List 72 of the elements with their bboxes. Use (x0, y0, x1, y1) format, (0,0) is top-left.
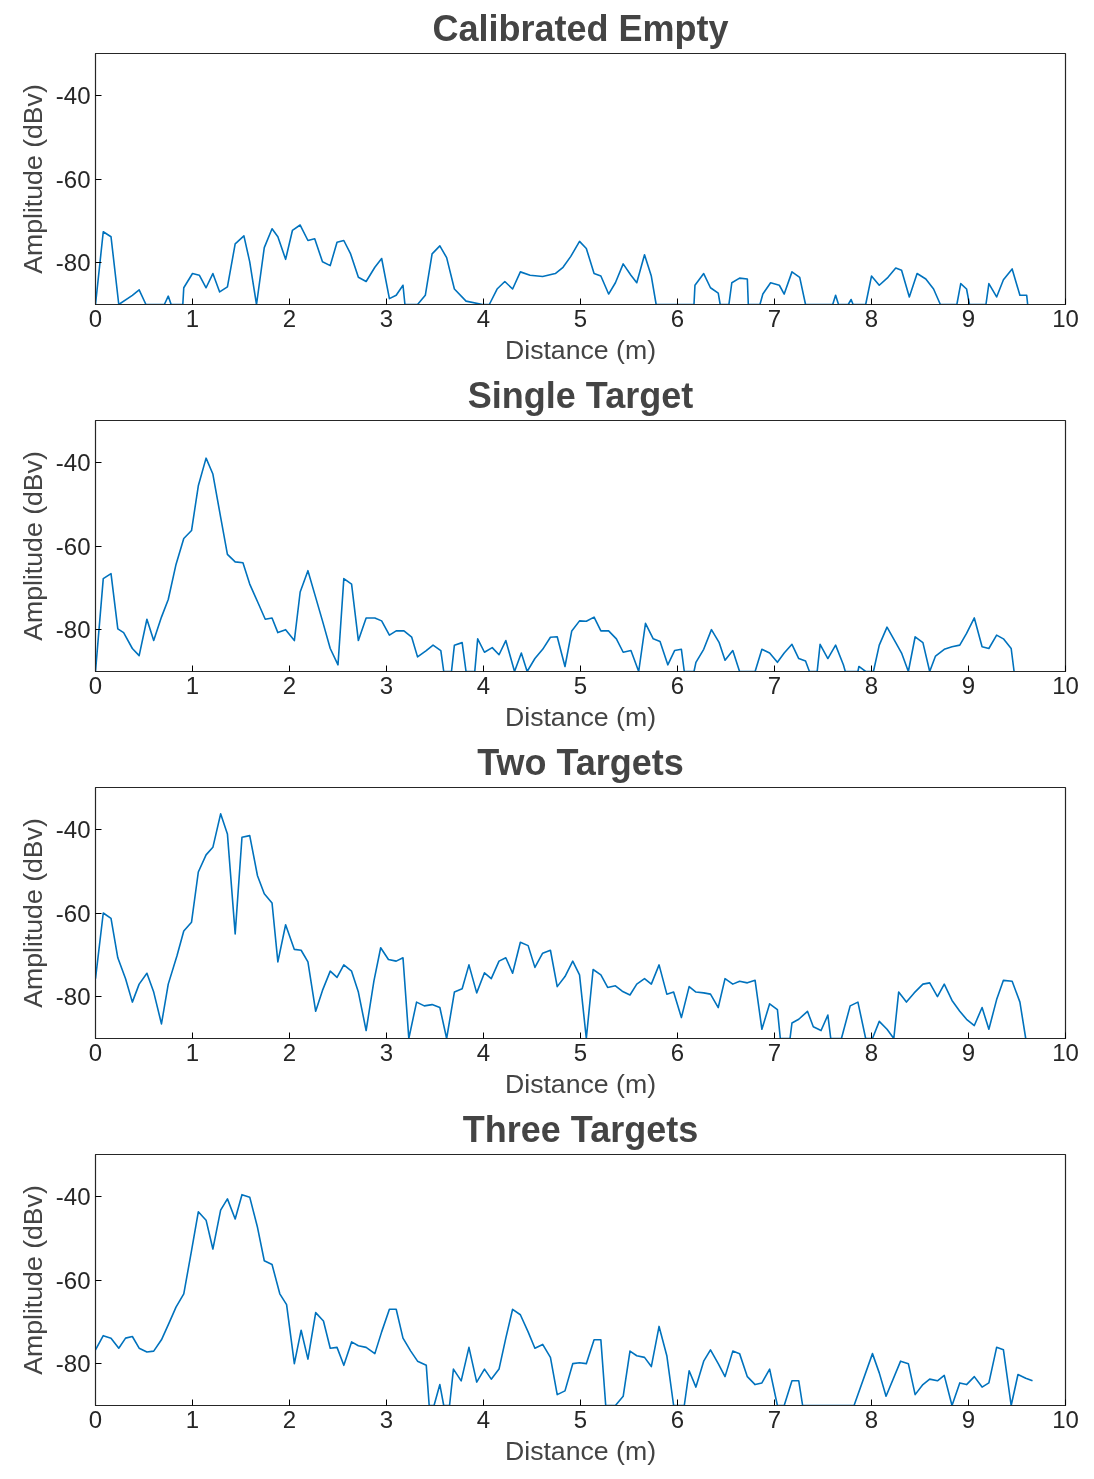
y-tick-label: -60 (55, 532, 91, 560)
y-tick-label: -40 (55, 448, 91, 476)
x-tick-label: 2 (282, 671, 297, 699)
x-tick-label: 8 (864, 671, 879, 699)
x-tick-label: 9 (961, 1038, 976, 1066)
x-tick-label: 0 (88, 1038, 103, 1066)
x-tick-label: 3 (379, 304, 394, 332)
x-tick-label: 7 (767, 671, 782, 699)
line-series (95, 1193, 1034, 1406)
chart-title: Three Targets (462, 1108, 699, 1150)
y-tick-label: -40 (55, 1182, 91, 1210)
x-tick-label: 4 (476, 1038, 491, 1066)
y-axis-title: Amplitude (dBv) (17, 451, 48, 641)
x-tick-label: 3 (379, 1038, 394, 1066)
x-tick-label: 10 (1052, 671, 1079, 699)
y-tick-label: -80 (55, 983, 91, 1011)
chart-title: Single Target (467, 374, 694, 416)
x-tick-label: 6 (670, 1038, 685, 1066)
x-tick-label: 6 (670, 304, 685, 332)
x-tick-label: 1 (185, 1038, 200, 1066)
x-tick-label: 1 (185, 671, 200, 699)
x-tick-label: 4 (476, 1405, 491, 1433)
x-tick-label: 5 (573, 1038, 588, 1066)
y-tick-label: -60 (55, 899, 91, 927)
x-tick-label: 7 (767, 1038, 782, 1066)
x-tick-label: 2 (282, 304, 297, 332)
chart-title: Calibrated Empty (432, 7, 729, 49)
y-tick-label: -80 (55, 616, 91, 644)
x-tick-label: 8 (864, 1405, 879, 1433)
x-tick-label: 9 (961, 671, 976, 699)
x-tick-label: 8 (864, 1038, 879, 1066)
x-tick-label: 8 (864, 304, 879, 332)
x-tick-label: 4 (476, 671, 491, 699)
y-tick-label: -80 (55, 249, 91, 277)
chart-title: Two Targets (477, 741, 684, 783)
x-axis-title: Distance (m) (504, 701, 657, 732)
x-tick-label: 1 (185, 304, 200, 332)
x-tick-label: 2 (282, 1405, 297, 1433)
y-axis-title: Amplitude (dBv) (17, 1185, 48, 1375)
x-tick-label: 5 (573, 671, 588, 699)
line-series (95, 224, 1029, 305)
x-tick-label: 3 (379, 671, 394, 699)
x-tick-label: 10 (1052, 304, 1079, 332)
x-tick-label: 9 (961, 1405, 976, 1433)
x-axis-title: Distance (m) (504, 1068, 657, 1099)
x-tick-label: 7 (767, 1405, 782, 1433)
y-axis-title: Amplitude (dBv) (17, 84, 48, 274)
x-tick-label: 6 (670, 671, 685, 699)
y-tick-label: -80 (55, 1350, 91, 1378)
line-series (95, 813, 1027, 1039)
x-tick-label: 5 (573, 1405, 588, 1433)
x-tick-label: 3 (379, 1405, 394, 1433)
x-tick-label: 10 (1052, 1038, 1079, 1066)
x-tick-label: 1 (185, 1405, 200, 1433)
x-tick-label: 2 (282, 1038, 297, 1066)
x-tick-label: 0 (88, 304, 103, 332)
x-tick-label: 0 (88, 671, 103, 699)
x-axis-title: Distance (m) (504, 334, 657, 365)
y-tick-label: -60 (55, 1266, 91, 1294)
line-series (95, 457, 1015, 672)
x-tick-label: 9 (961, 304, 976, 332)
x-axis-title: Distance (m) (504, 1435, 657, 1466)
x-tick-label: 7 (767, 304, 782, 332)
y-axis-title: Amplitude (dBv) (17, 818, 48, 1008)
x-tick-label: 6 (670, 1405, 685, 1433)
x-tick-label: 4 (476, 304, 491, 332)
x-tick-label: 5 (573, 304, 588, 332)
x-tick-label: 10 (1052, 1405, 1079, 1433)
y-tick-label: -40 (55, 815, 91, 843)
x-tick-label: 0 (88, 1405, 103, 1433)
y-tick-label: -60 (55, 165, 91, 193)
y-tick-label: -40 (55, 81, 91, 109)
